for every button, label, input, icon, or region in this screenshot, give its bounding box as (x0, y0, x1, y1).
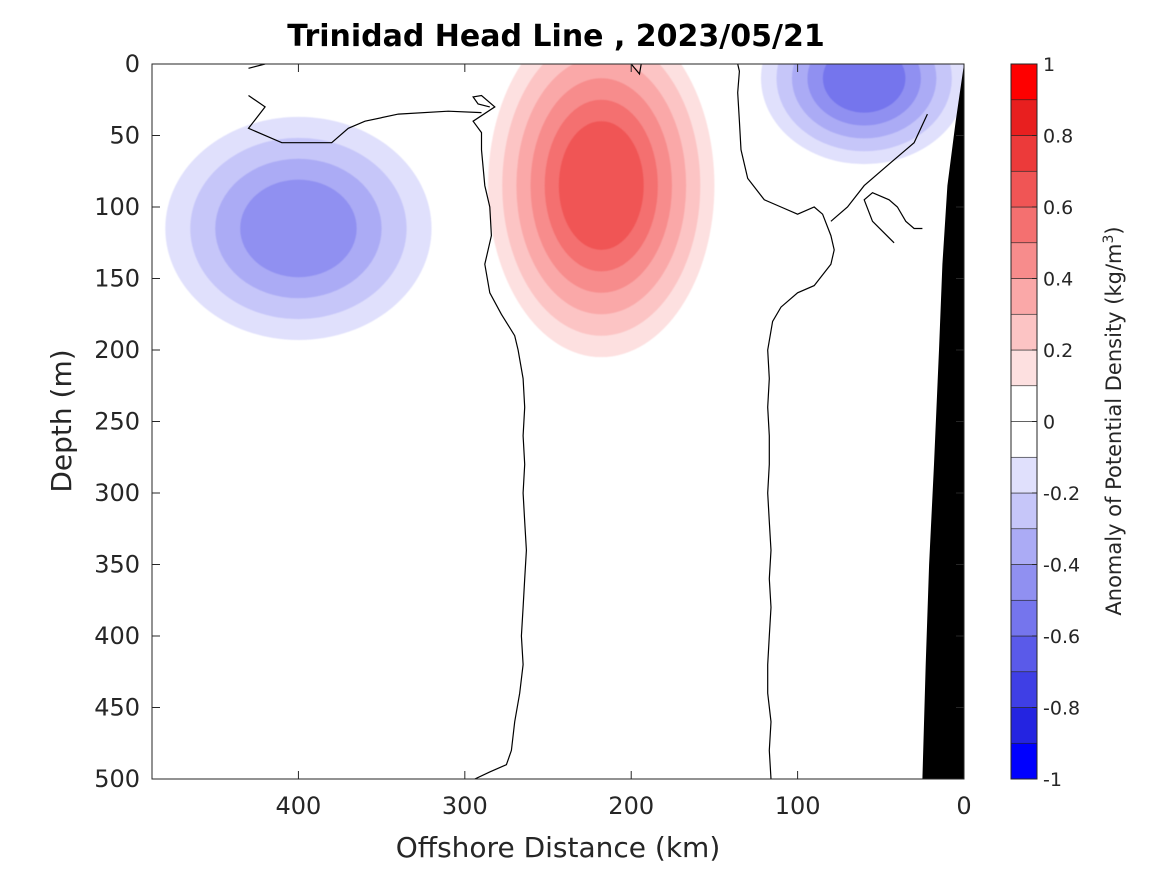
anomaly-contour-fills (165, 64, 964, 358)
zero-contour-offshore-top (247, 95, 482, 144)
zero-contour-nearshore-front (737, 64, 835, 779)
colorbar-tick-label: -1 (1043, 769, 1062, 791)
x-tick-label: 400 (276, 792, 322, 820)
zero-contour-offshore-top-left (248, 64, 266, 69)
zero-contour-nearshore-right (830, 113, 928, 222)
zero-contour-offshore-front (472, 94, 528, 779)
y-tick-label: 400 (94, 622, 140, 650)
colorbar-swatch (1010, 635, 1038, 673)
x-axis-title: Offshore Distance (km) (396, 831, 721, 864)
colorbar-swatch (1010, 170, 1038, 208)
colorbar-swatch (1010, 671, 1038, 708)
colorbar-swatch (1010, 564, 1038, 601)
x-tick-label: 300 (442, 792, 488, 820)
colorbar-swatch (1010, 278, 1038, 315)
y-tick-label: 250 (94, 408, 140, 436)
colorbar-tick-label: -0.4 (1043, 555, 1080, 577)
colorbar-swatch (1010, 707, 1038, 744)
y-tick-label: 150 (94, 265, 140, 293)
colorbar-swatch (1010, 599, 1038, 637)
colorbar-tick-label: 0.8 (1043, 126, 1073, 148)
zero-contour-lines (247, 64, 928, 779)
colorbar-swatch (1010, 492, 1038, 530)
colorbar-swatch (1010, 349, 1038, 387)
colorbar-swatch (1010, 206, 1038, 244)
colorbar-swatch (1010, 313, 1038, 351)
y-tick-label: 100 (94, 193, 140, 221)
y-tick-label: 450 (94, 694, 140, 722)
colorbar-tick-label: -0.2 (1043, 483, 1080, 505)
zero-contour-top-left-small (630, 64, 642, 76)
x-tick-label: 100 (775, 792, 821, 820)
anomaly-level-negative-4 (240, 179, 357, 278)
colorbar-tick-label: 0.4 (1043, 269, 1073, 291)
colorbar-tick-label: -0.6 (1043, 626, 1080, 648)
x-axis: 400 300 200 100 0 (276, 64, 972, 820)
colorbar-swatch (1010, 99, 1038, 136)
x-tick-label: 0 (956, 792, 971, 820)
y-tick-label: 200 (94, 336, 140, 364)
colorbar-tick-label: 1 (1043, 54, 1055, 76)
chart-title: Trinidad Head Line , 2023/05/21 (287, 19, 824, 54)
zero-contour-nearshore-loop (863, 192, 923, 244)
y-tick-label: 300 (94, 479, 140, 507)
anomaly-level-positive-6 (558, 121, 644, 250)
colorbar-tick-label: 0 (1043, 412, 1055, 434)
y-tick-label: 350 (94, 551, 140, 579)
colorbar-swatch (1010, 135, 1038, 172)
anomaly-level-negative-5 (822, 64, 906, 113)
colorbar-title: Anomaly of Potential Density (kg/m3) (1101, 226, 1126, 615)
colorbar-swatch (1010, 385, 1038, 422)
colorbar-tick-label: -0.8 (1043, 698, 1080, 720)
colorbar-tick-label: 0.6 (1043, 197, 1073, 219)
colorbar-swatch (1010, 742, 1038, 780)
colorbar-tick-label: 0.2 (1043, 340, 1073, 362)
seafloor-bathymetry (922, 64, 964, 779)
colorbar-swatch (1010, 421, 1038, 458)
y-axis-title: Depth (m) (45, 349, 78, 492)
colorbar-swatch (1010, 63, 1038, 101)
colorbar-swatch (1010, 456, 1038, 494)
seafloor-wedge (922, 64, 964, 779)
y-tick-label: 0 (125, 50, 140, 78)
colorbar-swatch (1010, 528, 1038, 565)
x-tick-label: 200 (608, 792, 654, 820)
y-axis: 0 50 100 150 200 250 300 350 400 450 500 (94, 50, 964, 793)
y-tick-label: 500 (94, 765, 140, 793)
colorbar-swatch (1010, 242, 1038, 279)
colorbar: 1 0.8 0.6 0.4 0.2 0 -0.2 -0.4 -0.6 -0.8 -1 (1010, 54, 1080, 791)
y-tick-label: 50 (109, 122, 140, 150)
